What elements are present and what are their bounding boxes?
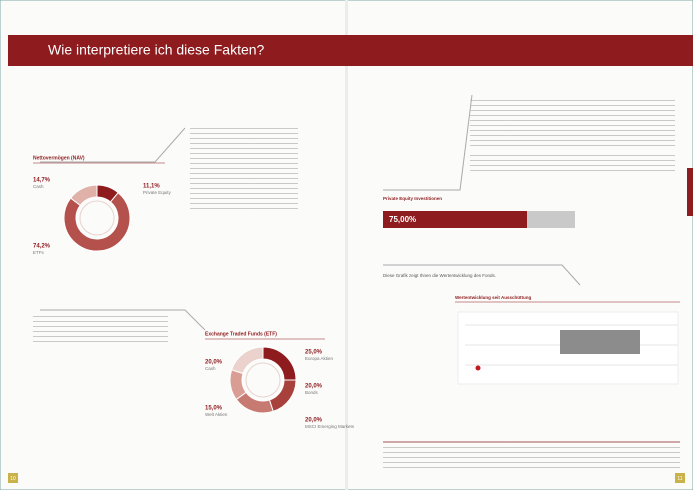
bar: [383, 211, 527, 228]
connector: [383, 264, 581, 286]
donut-inner-ring: [245, 362, 281, 398]
body-text: [470, 155, 675, 173]
title: Wie interpretiere ich diese Fakten?: [48, 42, 265, 58]
category-label: ETFs: [33, 250, 44, 255]
title-banner: [8, 35, 693, 66]
category-label: Europa Aktien: [305, 356, 334, 361]
category-label: Bonds: [305, 390, 319, 395]
donut-slice: [63, 192, 131, 252]
body-text: [190, 128, 298, 210]
value-label: 14,7%: [33, 178, 51, 184]
start-point: [475, 365, 481, 371]
page-number-box: [8, 473, 18, 483]
value-label: 20,0%: [305, 384, 323, 390]
value-label: 20,0%: [205, 360, 223, 366]
connector: [40, 127, 186, 163]
donut-inner-ring: [79, 200, 115, 236]
body-text: [470, 100, 675, 148]
page-number-box: [675, 473, 685, 483]
donut-slice: [69, 184, 98, 207]
value-label: 15,0%: [205, 406, 223, 412]
page-number: 11: [677, 476, 682, 482]
category-label: Private Equity: [143, 190, 172, 195]
connector: [40, 309, 206, 331]
value-label: 11,1%: [143, 184, 160, 190]
chart-title: Wertentwicklung seit Ausschüttung: [455, 295, 532, 300]
fold: [345, 0, 348, 490]
value-label: 20,0%: [305, 418, 323, 424]
category-label: Welt Aktien: [205, 412, 228, 417]
category-label: MSCI Emerging Markets: [305, 424, 355, 429]
footnote: [383, 447, 680, 469]
chart-note: [560, 330, 640, 354]
side-tab: [687, 168, 693, 216]
value-label: 75,00%: [389, 215, 416, 224]
category-label: Cash: [205, 366, 216, 371]
intro: Diese Grafik zeigt Ihnen die Wertentwick…: [383, 273, 496, 278]
category-label: Cash: [33, 184, 44, 189]
value-label: 25,0%: [305, 350, 323, 356]
chart-title: Private Equity Investitionen: [383, 196, 442, 201]
body-text: [33, 316, 168, 344]
donut-slice: [230, 346, 264, 375]
chart-title: Exchange Traded Funds (ETF): [205, 331, 277, 337]
page-number: 10: [10, 476, 16, 482]
value-label: 74,2%: [33, 244, 51, 250]
chart-title: Nettovermögen (NAV): [33, 155, 85, 161]
connector: [383, 94, 473, 191]
